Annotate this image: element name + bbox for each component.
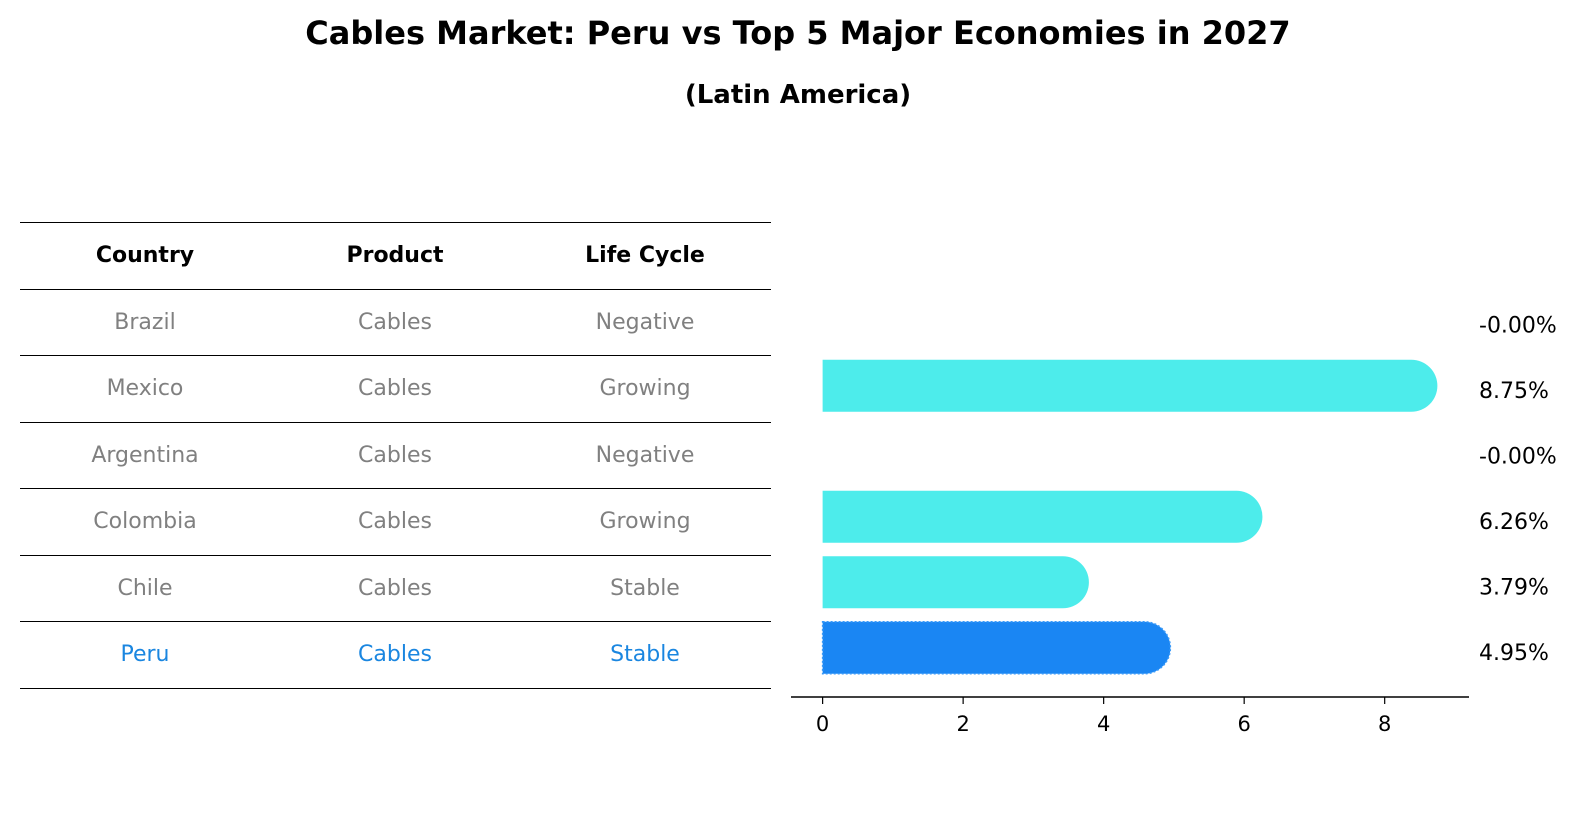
bar-colombia [822, 490, 1263, 543]
cell-life-cycle: Stable [610, 642, 680, 668]
cell-product: Cables [358, 509, 432, 535]
cell-life-cycle: Growing [599, 376, 691, 402]
value-label-chile: 3.79% [1479, 575, 1549, 600]
x-tick-label: 8 [1378, 712, 1391, 736]
bar-mexico [822, 359, 1438, 412]
header-product: Product [346, 243, 444, 269]
market-table: Country Product Life Cycle Brazil Cables… [20, 222, 771, 689]
table-row: Argentina Cables Negative [20, 421, 771, 489]
cell-product: Cables [358, 309, 432, 335]
cell-life-cycle: Stable [610, 575, 680, 601]
cell-country: Colombia [93, 509, 197, 535]
bar-peru [821, 621, 1172, 675]
table-row: Mexico Cables Growing [20, 355, 771, 422]
cell-product: Cables [358, 376, 432, 402]
cell-product: Cables [358, 642, 432, 668]
table-row: Brazil Cables Negative [20, 288, 771, 356]
table-row-highlighted: Peru Cables Stable [20, 621, 771, 689]
cell-life-cycle: Growing [599, 509, 691, 535]
value-label-brazil: -0.00% [1479, 313, 1557, 338]
cell-country: Argentina [91, 442, 199, 468]
cell-country: Chile [117, 575, 173, 601]
cell-product: Cables [358, 575, 432, 601]
x-tick-label: 2 [956, 712, 969, 736]
chart-title: Cables Market: Peru vs Top 5 Major Econo… [305, 14, 1291, 52]
bar-chile [822, 556, 1089, 609]
x-tick-label: 6 [1237, 712, 1250, 736]
cell-country: Brazil [114, 309, 176, 335]
cell-country: Mexico [106, 376, 184, 402]
table-row: Colombia Cables Growing [20, 488, 771, 555]
table-header-row: Country Product Life Cycle [20, 222, 771, 289]
value-label-colombia: 6.26% [1479, 510, 1549, 535]
cell-country: Peru [120, 642, 170, 668]
x-tick-label: 4 [1097, 712, 1110, 736]
value-label-peru: 4.95% [1479, 641, 1549, 666]
chart-subtitle: (Latin America) [684, 80, 912, 110]
header-country: Country [95, 243, 195, 269]
x-tick-label: 0 [816, 712, 829, 736]
cell-product: Cables [358, 442, 432, 468]
cell-life-cycle: Negative [595, 309, 695, 335]
value-label-argentina: -0.00% [1479, 444, 1557, 469]
table-row: Chile Cables Stable [20, 554, 771, 622]
header-life-cycle: Life Cycle [585, 243, 705, 269]
value-label-mexico: 8.75% [1479, 379, 1549, 404]
cell-life-cycle: Negative [595, 442, 695, 468]
